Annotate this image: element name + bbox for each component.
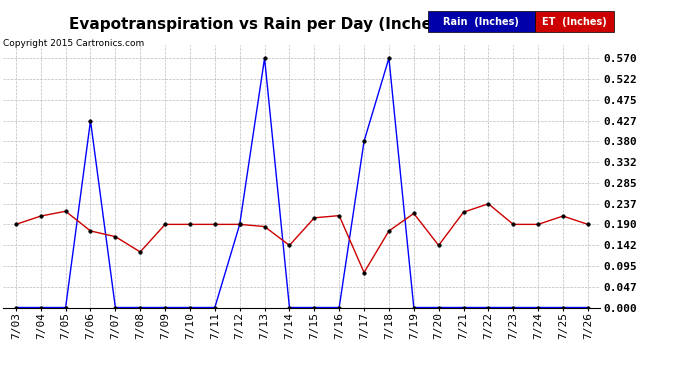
Text: Rain  (Inches): Rain (Inches) [443, 17, 519, 27]
Text: Copyright 2015 Cartronics.com: Copyright 2015 Cartronics.com [3, 39, 145, 48]
Text: ET  (Inches): ET (Inches) [542, 17, 607, 27]
Text: Evapotranspiration vs Rain per Day (Inches) 20150727: Evapotranspiration vs Rain per Day (Inch… [69, 17, 538, 32]
